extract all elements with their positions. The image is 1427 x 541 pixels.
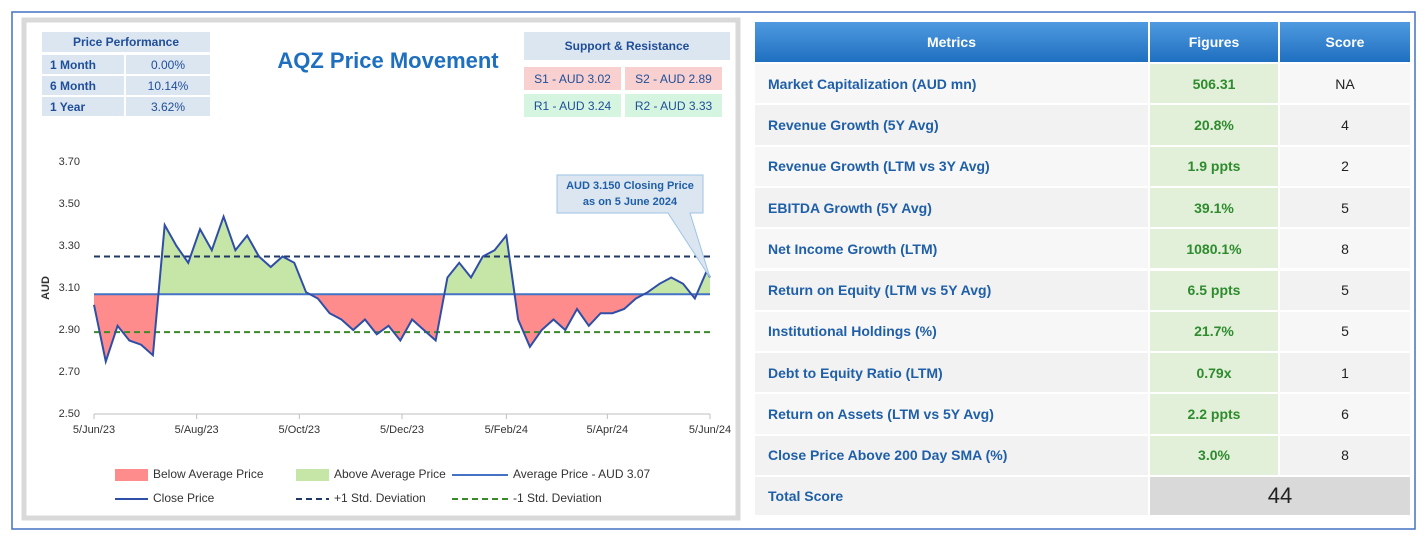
perf-value: 0.00% xyxy=(126,55,210,74)
metric-name: Debt to Equity Ratio (LTM) xyxy=(755,353,1148,393)
metric-score: 1 xyxy=(1280,353,1410,393)
x-tick-label: 5/Jun/24 xyxy=(689,424,731,436)
legend-swatch xyxy=(296,469,329,481)
sr-level: R2 - AUD 3.33 xyxy=(625,94,722,117)
metric-score: 4 xyxy=(1280,105,1410,145)
metric-score: 8 xyxy=(1280,229,1410,269)
metric-score: 2 xyxy=(1280,146,1410,186)
y-tick-label: 3.50 xyxy=(59,198,80,210)
metric-name: Net Income Growth (LTM) xyxy=(755,229,1148,269)
legend-label: Average Price - AUD 3.07 xyxy=(513,467,651,481)
metric-score: 5 xyxy=(1280,270,1410,310)
metric-name: Return on Assets (LTM vs 5Y Avg) xyxy=(755,394,1148,434)
metric-score: 6 xyxy=(1280,394,1410,434)
annotation-text: as on 5 June 2024 xyxy=(583,196,678,208)
legend-label: -1 Std. Deviation xyxy=(513,491,602,505)
metric-figure: 39.1% xyxy=(1150,187,1278,228)
area-fill xyxy=(94,294,710,362)
outer-border xyxy=(11,11,1416,530)
sr-level: S1 - AUD 3.02 xyxy=(524,67,621,90)
x-tick-label: 5/Dec/23 xyxy=(380,424,424,436)
table-header: Figures xyxy=(1150,22,1278,62)
metric-name: Revenue Growth (LTM vs 3Y Avg) xyxy=(755,146,1148,186)
perf-title: Price Performance xyxy=(42,32,210,52)
metric-name: Market Capitalization (AUD mn) xyxy=(755,64,1148,104)
x-tick-label: 5/Jun/23 xyxy=(73,424,115,436)
table-header: Score xyxy=(1280,22,1410,62)
legend-label: Close Price xyxy=(153,491,215,505)
metric-name: Return on Equity (LTM vs 5Y Avg) xyxy=(755,270,1148,310)
total-score: 44 xyxy=(1150,477,1410,515)
metric-name: Revenue Growth (5Y Avg) xyxy=(755,105,1148,145)
perf-label: 1 Month xyxy=(42,55,124,74)
metric-figure: 21.7% xyxy=(1150,311,1278,352)
legend-label: +1 Std. Deviation xyxy=(334,491,426,505)
sr-level: R1 - AUD 3.24 xyxy=(524,94,621,117)
perf-value: 3.62% xyxy=(126,97,210,116)
perf-label: 1 Year xyxy=(42,97,124,116)
y-tick-label: 2.50 xyxy=(59,408,80,420)
x-tick-label: 5/Aug/23 xyxy=(175,424,219,436)
total-label: Total Score xyxy=(755,477,1148,515)
x-tick-label: 5/Feb/24 xyxy=(485,424,528,436)
metric-figure: 1080.1% xyxy=(1150,229,1278,269)
x-tick-label: 5/Apr/24 xyxy=(587,424,629,436)
metric-figure: 506.31 xyxy=(1150,64,1278,104)
y-tick-label: 3.70 xyxy=(59,156,80,168)
table-header: Metrics xyxy=(755,22,1148,62)
sr-title: Support & Resistance xyxy=(524,32,730,60)
metric-figure: 3.0% xyxy=(1150,435,1278,475)
close-line xyxy=(93,213,711,366)
y-tick-label: 2.90 xyxy=(59,324,80,336)
metric-name: Institutional Holdings (%) xyxy=(755,311,1148,352)
metric-figure: 2.2 ppts xyxy=(1150,394,1278,434)
metric-name: Close Price Above 200 Day SMA (%) xyxy=(755,435,1148,475)
annotation-text: AUD 3.150 Closing Price xyxy=(566,180,694,192)
perf-label: 6 Month xyxy=(42,76,124,95)
callout xyxy=(556,174,711,278)
metric-figure: 1.9 ppts xyxy=(1150,146,1278,186)
metric-name: EBITDA Growth (5Y Avg) xyxy=(755,187,1148,228)
metric-score: 5 xyxy=(1280,187,1410,228)
metric-figure: 20.8% xyxy=(1150,105,1278,145)
sr-level: S2 - AUD 2.89 xyxy=(625,67,722,90)
metric-score: 5 xyxy=(1280,311,1410,352)
legend-swatch xyxy=(115,469,148,481)
legend-label: Above Average Price xyxy=(334,467,446,481)
legend-label: Below Average Price xyxy=(153,467,264,481)
y-tick-label: 2.70 xyxy=(59,366,80,378)
area-fill xyxy=(94,216,710,295)
metric-figure: 0.79x xyxy=(1150,353,1278,393)
y-tick-label: 3.30 xyxy=(59,240,80,252)
metric-figure: 6.5 ppts xyxy=(1150,270,1278,310)
y-axis-label: AUD xyxy=(40,276,52,300)
metric-score: 8 xyxy=(1280,435,1410,475)
perf-value: 10.14% xyxy=(126,76,210,95)
metric-score: NA xyxy=(1280,64,1410,104)
chart-title: AQZ Price Movement xyxy=(277,48,499,73)
x-tick-label: 5/Oct/23 xyxy=(279,424,321,436)
y-tick-label: 3.10 xyxy=(59,282,80,294)
